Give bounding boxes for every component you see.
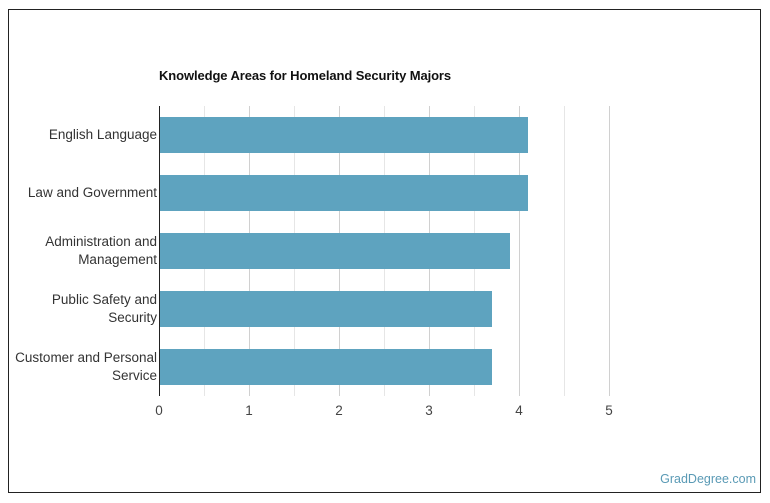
category-label: Administration and Management — [45, 234, 157, 267]
category-label: English Language — [48, 127, 157, 142]
bar[interactable] — [160, 291, 492, 327]
x-tick-label: 2 — [335, 403, 343, 418]
watermark-link[interactable]: GradDegree.com — [660, 472, 756, 486]
chart-title: Knowledge Areas for Homeland Security Ma… — [159, 68, 452, 83]
category-label: Law and Government — [27, 185, 157, 200]
bar[interactable] — [160, 349, 492, 385]
x-tick-label: 3 — [425, 403, 433, 418]
x-tick-label: 1 — [245, 403, 253, 418]
bar[interactable] — [160, 233, 510, 269]
x-tick-label: 5 — [605, 403, 613, 418]
bar[interactable] — [160, 175, 528, 211]
category-label: Customer and Personal Service — [15, 350, 157, 383]
y-axis-line — [159, 106, 160, 396]
gridline — [519, 106, 520, 396]
x-tick-label: 0 — [155, 403, 163, 418]
category-label: Public Safety and Security — [51, 292, 157, 325]
bar[interactable] — [160, 117, 528, 153]
gridline — [609, 106, 610, 396]
gridline — [564, 106, 565, 396]
x-tick-label: 4 — [515, 403, 523, 418]
